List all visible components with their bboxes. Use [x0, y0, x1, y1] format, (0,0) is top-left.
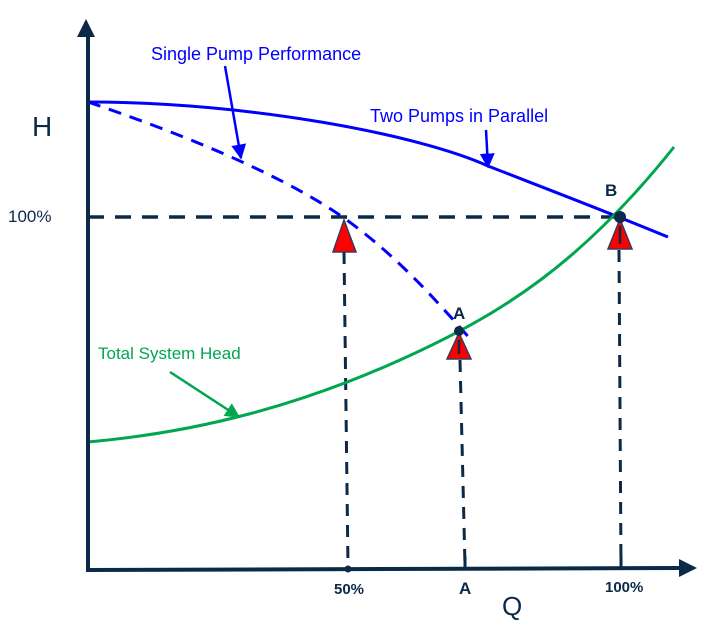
x-tick-50-label: 50% [334, 581, 365, 598]
single-pump-curve [87, 100, 475, 343]
two-pumps-parallel-curve [87, 100, 669, 239]
axes [77, 19, 697, 577]
q-50-reference-line [342, 251, 350, 567]
q-a-reference-line [458, 359, 467, 567]
operating-point-a-dot [454, 326, 464, 336]
single-pump-pointer-arrow [223, 65, 247, 160]
q-100-reference-line [617, 249, 623, 567]
x-tick-a-label: A [459, 579, 472, 598]
x-axis-arrow-icon [679, 559, 697, 577]
two-pumps-label: Two Pumps in Parallel [370, 106, 549, 126]
marker-50-triangle-icon [331, 217, 358, 253]
x-tick-100-label: 100% [605, 579, 644, 596]
single-pump-label: Single Pump Performance [151, 44, 362, 64]
operating-point-b-dot [614, 211, 626, 223]
system-head-label: Total System Head [98, 344, 241, 363]
x-axis-label: Q [502, 591, 523, 621]
point-b-label: B [605, 181, 618, 200]
y-axis-arrow-icon [77, 19, 95, 37]
y-tick-100-label: 100% [8, 207, 52, 226]
point-a-label: A [453, 304, 466, 323]
y-axis-label: H [32, 111, 53, 142]
reference-lines [88, 215, 623, 567]
x-axis [87, 566, 683, 572]
x-tick-50-dot [344, 565, 352, 573]
two-pumps-pointer-arrow [479, 129, 495, 169]
system-head-pointer-arrow [169, 370, 241, 419]
total-system-head-curve [87, 146, 676, 444]
